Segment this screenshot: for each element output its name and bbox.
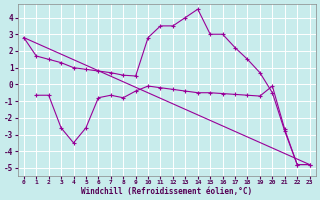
- X-axis label: Windchill (Refroidissement éolien,°C): Windchill (Refroidissement éolien,°C): [81, 187, 252, 196]
